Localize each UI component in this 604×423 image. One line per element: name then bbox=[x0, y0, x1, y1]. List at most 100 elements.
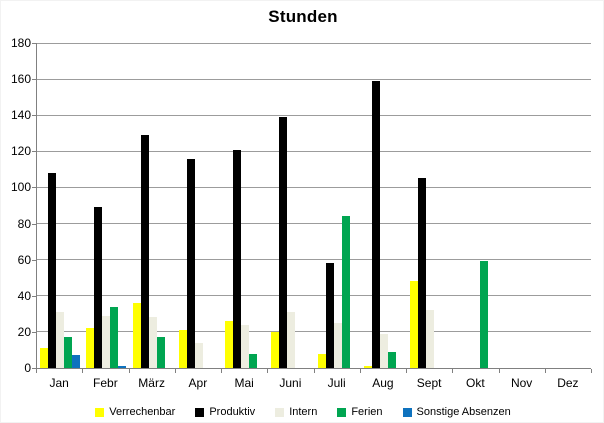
x-axis-line bbox=[36, 368, 591, 369]
bar-sonstige-absenzen-Febr bbox=[118, 366, 127, 368]
x-axis-tick bbox=[36, 369, 37, 373]
x-axis-tick bbox=[82, 369, 84, 373]
chart-title: Stunden bbox=[268, 7, 338, 26]
y-axis-tick bbox=[32, 295, 36, 297]
bar-ferien-März bbox=[156, 337, 165, 368]
x-axis-tick bbox=[498, 369, 500, 373]
y-axis-tick bbox=[32, 43, 36, 44]
bar-ferien-Febr bbox=[110, 306, 119, 368]
bar-verrechenbar-Juli bbox=[317, 353, 326, 368]
y-axis-label: 100 bbox=[10, 180, 31, 195]
y-axis-tick bbox=[32, 187, 36, 189]
bar-ferien-Jan bbox=[64, 337, 73, 368]
y-axis-tick bbox=[32, 368, 36, 369]
y-axis-label: 20 bbox=[17, 324, 31, 339]
y-axis-label: 160 bbox=[10, 72, 31, 87]
y-axis-tick bbox=[32, 331, 36, 333]
gridline-100 bbox=[36, 186, 591, 188]
legend-label: Produktiv bbox=[209, 406, 256, 418]
x-axis-tick bbox=[313, 369, 315, 373]
y-axis-label: 40 bbox=[17, 288, 31, 303]
x-axis-tick bbox=[174, 369, 176, 373]
bar-produktiv-März bbox=[140, 135, 149, 368]
legend-item-verrechenbar: Verrechenbar bbox=[95, 406, 175, 418]
bar-sonstige-absenzen-Jan bbox=[72, 355, 81, 368]
legend-label: Verrechenbar bbox=[109, 406, 176, 418]
y-axis-tick bbox=[32, 79, 36, 81]
x-axis-label: Sept bbox=[416, 376, 442, 390]
gridline-120 bbox=[36, 150, 591, 152]
x-axis-tick bbox=[544, 369, 546, 373]
x-axis-tick bbox=[267, 369, 269, 373]
y-axis-label: 140 bbox=[10, 108, 31, 123]
y-axis-label: 0 bbox=[24, 361, 31, 375]
bar-verrechenbar-Apr bbox=[178, 330, 187, 368]
bar-produktiv-Jan bbox=[48, 173, 57, 368]
legend-item-sonstige-absenzen: Sonstige Absenzen bbox=[402, 406, 511, 418]
bar-ferien-Juli bbox=[341, 216, 350, 368]
y-axis-label: 120 bbox=[10, 144, 31, 159]
legend-label: Ferien bbox=[351, 406, 383, 418]
bar-ferien-Okt bbox=[480, 261, 489, 368]
bar-verrechenbar-Aug bbox=[363, 366, 372, 368]
bar-intern-Jan bbox=[56, 312, 65, 368]
bar-verrechenbar-März bbox=[132, 303, 141, 368]
bar-verrechenbar-Juni bbox=[271, 331, 280, 368]
gridline-180 bbox=[36, 42, 591, 44]
y-axis-tick bbox=[32, 259, 36, 261]
bar-ferien-Aug bbox=[387, 351, 396, 368]
y-axis-label: 80 bbox=[17, 216, 31, 231]
x-axis-tick bbox=[221, 369, 222, 373]
x-axis-label: Jan bbox=[49, 376, 69, 390]
gridline-20 bbox=[36, 331, 591, 333]
gridline-80 bbox=[36, 223, 591, 225]
y-axis-tick bbox=[32, 115, 36, 117]
legend-swatch-icon bbox=[402, 407, 412, 417]
bar-ferien-Mai bbox=[249, 353, 258, 368]
x-axis-tick bbox=[452, 369, 454, 373]
x-axis-tick bbox=[406, 369, 407, 373]
gridline-40 bbox=[36, 295, 591, 297]
x-axis-label: Mai bbox=[234, 376, 254, 390]
bar-intern-Juli bbox=[333, 322, 342, 368]
x-axis-label: Nov bbox=[510, 376, 533, 390]
y-axis-tick bbox=[32, 151, 36, 153]
legend-swatch-icon bbox=[337, 407, 347, 417]
y-axis-tick bbox=[32, 223, 36, 225]
x-axis-tick bbox=[128, 369, 130, 373]
legend-item-ferien: Ferien bbox=[337, 406, 383, 418]
x-axis-label: Dez bbox=[557, 376, 579, 390]
legend-item-produktiv: Produktiv bbox=[195, 406, 255, 418]
bar-intern-Juni bbox=[287, 312, 296, 368]
x-axis-label: Okt bbox=[466, 376, 485, 390]
x-axis-tick bbox=[591, 369, 592, 373]
bar-verrechenbar-Sept bbox=[410, 281, 419, 368]
legend-swatch-icon bbox=[195, 407, 205, 417]
bar-intern-Aug bbox=[379, 333, 388, 368]
y-axis-label: 60 bbox=[17, 252, 31, 267]
legend: Verrechenbar Produktiv Intern Ferien Sonstig… bbox=[1, 406, 603, 418]
x-axis-label: Apr bbox=[188, 376, 208, 390]
gridline-160 bbox=[36, 78, 591, 80]
legend-swatch-icon bbox=[275, 407, 285, 417]
x-axis-label: Febr bbox=[93, 376, 118, 390]
x-axis-tick bbox=[359, 369, 361, 373]
bar-verrechenbar-Jan bbox=[40, 348, 49, 368]
y-axis-line bbox=[36, 43, 37, 369]
legend-swatch-icon bbox=[95, 407, 105, 417]
bar-produktiv-Febr bbox=[94, 207, 103, 368]
bar-produktiv-Sept bbox=[418, 178, 427, 368]
bar-intern-Mai bbox=[241, 324, 250, 368]
bar-intern-Apr bbox=[194, 342, 203, 368]
bar-intern-März bbox=[148, 317, 157, 368]
bar-verrechenbar-Febr bbox=[86, 328, 95, 368]
bar-produktiv-Juli bbox=[325, 263, 334, 368]
x-axis-label: März bbox=[138, 376, 165, 390]
bar-produktiv-Mai bbox=[233, 149, 242, 368]
bar-verrechenbar-Mai bbox=[225, 321, 234, 368]
x-axis-label: Aug bbox=[372, 376, 394, 390]
bar-intern-Febr bbox=[102, 315, 111, 368]
bar-intern-Sept bbox=[426, 310, 435, 368]
bar-produktiv-Juni bbox=[279, 117, 288, 368]
legend-label: Intern bbox=[289, 406, 318, 418]
